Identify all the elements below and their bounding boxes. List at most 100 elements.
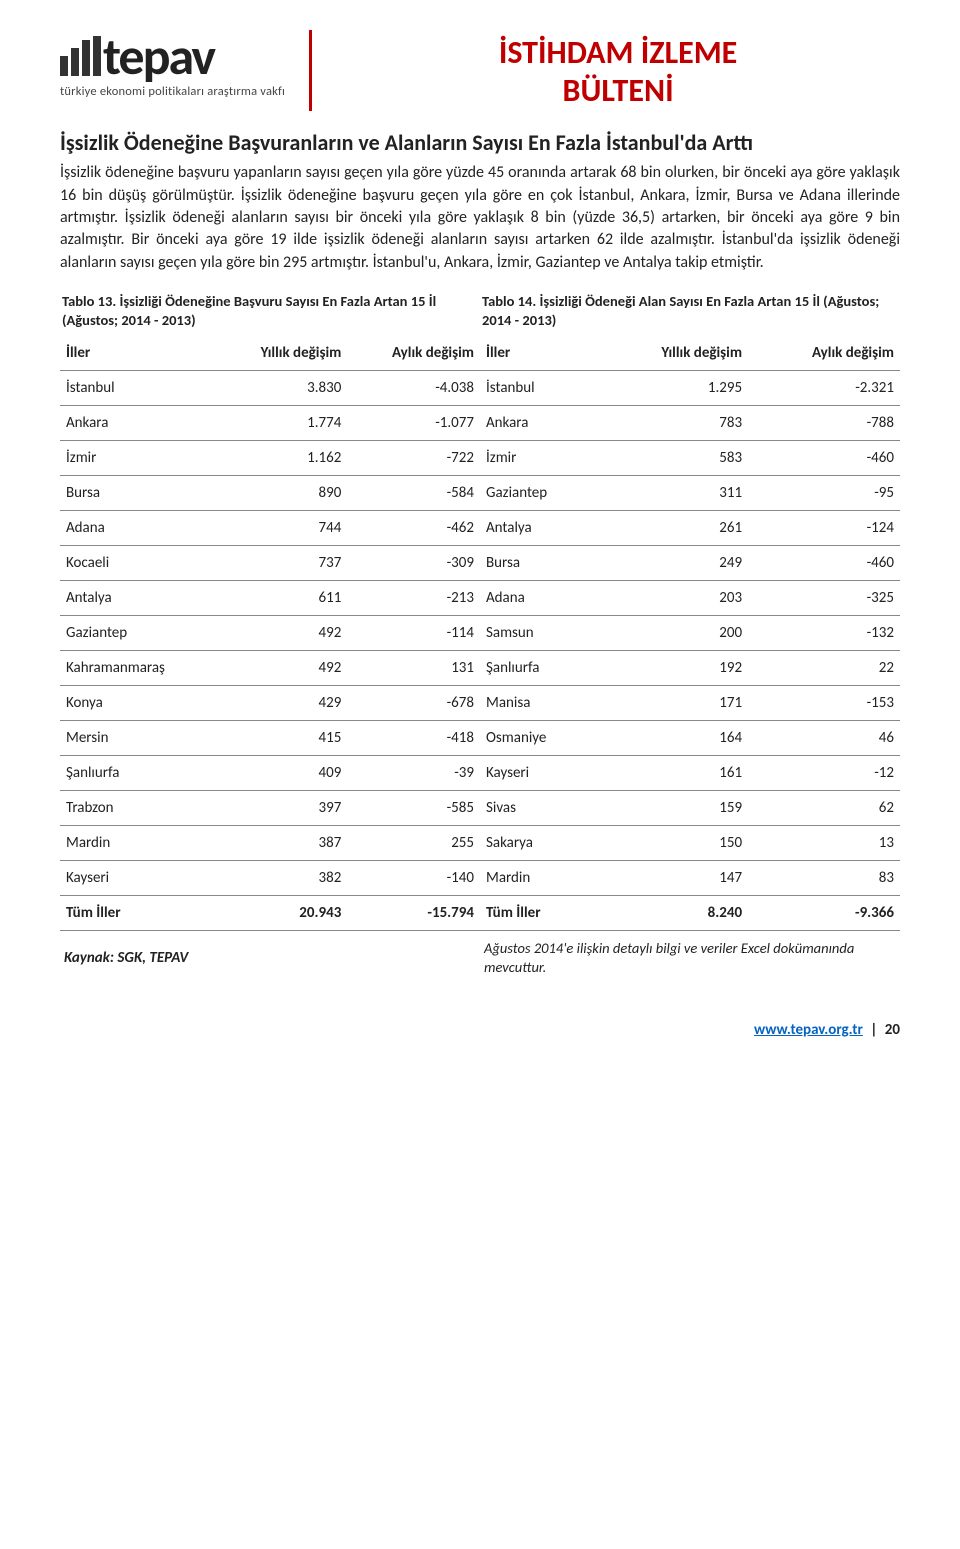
table-row: Şanlıurfa409-39 [60,756,480,791]
table-cell: Sivas [480,791,598,826]
footnote: Ağustos 2014'e ilişkin detaylı bilgi ve … [480,931,900,981]
table-row: Kayseri161-12 [480,756,900,791]
table-cell: 583 [598,441,748,476]
table-cell: 200 [598,616,748,651]
table-row: Antalya261-124 [480,511,900,546]
table-header-row: İller Yıllık değişim Aylık değişim [480,336,900,371]
table-13-col: Tablo 13. İşsizliği Ödeneğine Başvuru Sa… [60,288,480,981]
table-cell: -114 [347,616,480,651]
table-13-caption: Tablo 13. İşsizliği Ödeneğine Başvuru Sa… [60,288,480,336]
table-cell: -1.077 [347,406,480,441]
table-cell: -124 [748,511,900,546]
table-cell: 783 [598,406,748,441]
table-cell: 255 [347,826,480,861]
table-cell: 20.943 [217,896,348,931]
table-cell: -9.366 [748,896,900,931]
page: tepav türkiye ekonomi politikaları araşt… [0,0,960,1079]
table-cell: -788 [748,406,900,441]
table-cell: 1.774 [217,406,348,441]
table-row: Ankara1.774-1.077 [60,406,480,441]
footer-link[interactable]: www.tepav.org.tr [754,1021,863,1039]
table-cell: 415 [217,721,348,756]
table-row: Mersin415-418 [60,721,480,756]
footer-separator: | [866,1021,881,1039]
table-cell: Kayseri [60,861,217,896]
table-cell: İzmir [60,441,217,476]
table-cell: Bursa [480,546,598,581]
table-14-caption: Tablo 14. İşsizliği Ödeneği Alan Sayısı … [480,288,900,336]
table-cell: Adana [60,511,217,546]
table-row: Ankara783-788 [480,406,900,441]
tables-row: Tablo 13. İşsizliği Ödeneğine Başvuru Sa… [60,288,900,981]
table-cell: -39 [347,756,480,791]
table-cell: 83 [748,861,900,896]
table-cell: Tüm İller [480,896,598,931]
table-cell: İzmir [480,441,598,476]
table-cell: -213 [347,581,480,616]
table-cell: -462 [347,511,480,546]
table-cell: 131 [347,651,480,686]
table-cell: Samsun [480,616,598,651]
table-cell: Mersin [60,721,217,756]
logo-subtitle: türkiye ekonomi politikaları araştırma v… [60,84,285,99]
table-cell: 147 [598,861,748,896]
col-header: İller [480,336,598,371]
page-number: 20 [885,1021,900,1039]
table-row: Manisa171-153 [480,686,900,721]
table-cell: -2.321 [748,371,900,406]
table-cell: 1.162 [217,441,348,476]
logo-bar [71,48,79,76]
title-line-1: İSTİHDAM İZLEME [336,34,900,72]
table-cell: 611 [217,581,348,616]
table-cell: -460 [748,441,900,476]
table-cell: 492 [217,616,348,651]
table-cell: 159 [598,791,748,826]
table-row: Gaziantep311-95 [480,476,900,511]
table-cell: Gaziantep [60,616,217,651]
table-cell: 203 [598,581,748,616]
table-cell: 311 [598,476,748,511]
table-cell: Tüm İller [60,896,217,931]
table-cell: 261 [598,511,748,546]
table-cell: 13 [748,826,900,861]
table-cell: Adana [480,581,598,616]
logo-block: tepav türkiye ekonomi politikaları araşt… [60,30,285,99]
table-cell: -585 [347,791,480,826]
table-cell: 3.830 [217,371,348,406]
table-row: Konya429-678 [60,686,480,721]
logo-bars-icon [60,36,101,76]
table-row: Sakarya15013 [480,826,900,861]
table-cell: 46 [748,721,900,756]
table-cell: -140 [347,861,480,896]
table-cell: 737 [217,546,348,581]
table-cell: Kahramanmaraş [60,651,217,686]
table-cell: 8.240 [598,896,748,931]
table-cell: -132 [748,616,900,651]
table-cell: 164 [598,721,748,756]
table-row: Şanlıurfa19222 [480,651,900,686]
table-cell: 387 [217,826,348,861]
table-cell: -95 [748,476,900,511]
table-row: İzmir583-460 [480,441,900,476]
table-row: Sivas15962 [480,791,900,826]
table-row: Kocaeli737-309 [60,546,480,581]
table-cell: İstanbul [60,371,217,406]
table-row: Mardin14783 [480,861,900,896]
source-label: Kaynak: SGK, TEPAV [60,931,480,971]
table-cell: Mardin [60,826,217,861]
table-row: Adana744-462 [60,511,480,546]
table-cell: Konya [60,686,217,721]
table-row: İzmir1.162-722 [60,441,480,476]
table-cell: Sakarya [480,826,598,861]
table-cell: Gaziantep [480,476,598,511]
table-cell: Manisa [480,686,598,721]
table-row: Tüm İller20.943-15.794 [60,896,480,931]
table-cell: 249 [598,546,748,581]
table-cell: 1.295 [598,371,748,406]
table-row: İstanbul1.295-2.321 [480,371,900,406]
table-cell: 22 [748,651,900,686]
col-header: Yıllık değişim [598,336,748,371]
table-row: Kayseri382-140 [60,861,480,896]
table-cell: Bursa [60,476,217,511]
col-header: İller [60,336,217,371]
